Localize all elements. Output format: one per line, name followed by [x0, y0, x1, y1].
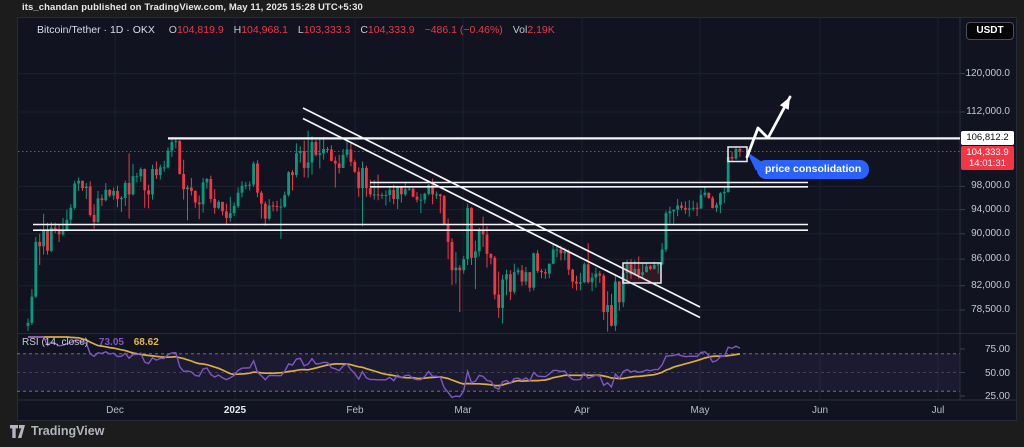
low-value: 103,333.3 — [303, 24, 351, 36]
time-axis-label: Mar — [454, 405, 472, 416]
price-axis-label: 86,000.0 — [971, 253, 1010, 265]
change-value: −486.1 (−0.46%) — [424, 24, 503, 36]
last-price-label: 104,333.9 14:01:31 — [961, 145, 1014, 170]
tradingview-mark-icon — [10, 424, 25, 438]
tradingview-logo[interactable]: TradingView — [10, 424, 104, 438]
close-label: C — [360, 24, 368, 36]
time-axis-label: Feb — [346, 405, 364, 416]
low-label: L — [297, 24, 304, 36]
price-axis-label: 82,000.0 — [971, 279, 1010, 291]
rsi-legend[interactable]: RSI (14, close) 73.05 68.62 — [22, 337, 159, 348]
attribution-bar: its_chandan published on TradingView.com… — [22, 2, 363, 13]
price-axis-label: 112,000.0 — [966, 106, 1010, 117]
high-value: 104,968.1 — [241, 24, 288, 36]
rsi-axis-label: 75.00 — [984, 344, 1010, 355]
price-axis-label: 120,000.0 — [965, 67, 1011, 79]
rsi-axis-label: 25.00 — [984, 391, 1010, 402]
rsi-ma-value: 68.62 — [133, 337, 159, 348]
bar-countdown: 14:01:31 — [969, 157, 1006, 169]
attribution-text: its_chandan published on TradingView.com… — [22, 2, 363, 13]
time-axis-label: Dec — [106, 405, 124, 416]
currency-toggle-badge[interactable]: USDT — [966, 22, 1014, 40]
high-label: H — [233, 24, 242, 36]
volume-value: 2.19K — [527, 24, 555, 36]
chart-canvas[interactable] — [17, 17, 1017, 421]
open-label: O — [168, 24, 177, 36]
symbol-title: Bitcoin/Tether · 1D · OKX — [37, 24, 155, 36]
price-axis-label: 94,000.0 — [971, 203, 1010, 215]
time-axis-label: 2025 — [223, 405, 247, 416]
symbol-legend[interactable]: Bitcoin/Tether · 1D · OKX O104,819.9 H10… — [37, 24, 555, 36]
time-axis-label: Apr — [574, 405, 590, 416]
rsi-value: 73.05 — [98, 337, 124, 348]
price-axis-label: 98,000.0 — [971, 180, 1010, 192]
tradingview-wordmark: TradingView — [31, 424, 105, 438]
price-consolidation-callout[interactable]: price consolidation — [757, 160, 870, 179]
volume-label: Vol — [512, 24, 528, 36]
time-axis-label: May — [690, 405, 710, 416]
rsi-title: RSI (14, close) — [22, 337, 89, 348]
close-value: 104,333.9 — [367, 24, 415, 36]
price-axis-label: 90,000.0 — [971, 227, 1010, 239]
last-price-value: 104,333.9 — [966, 146, 1009, 158]
time-axis-label: Jul — [931, 405, 945, 416]
time-axis-label: Jun — [811, 405, 829, 416]
rsi-axis-label: 50.00 — [984, 367, 1010, 379]
open-value: 104,819.9 — [176, 24, 224, 36]
price-level-label[interactable]: 106,812.2 — [961, 130, 1014, 145]
price-axis-label: 78,500.0 — [971, 304, 1010, 315]
